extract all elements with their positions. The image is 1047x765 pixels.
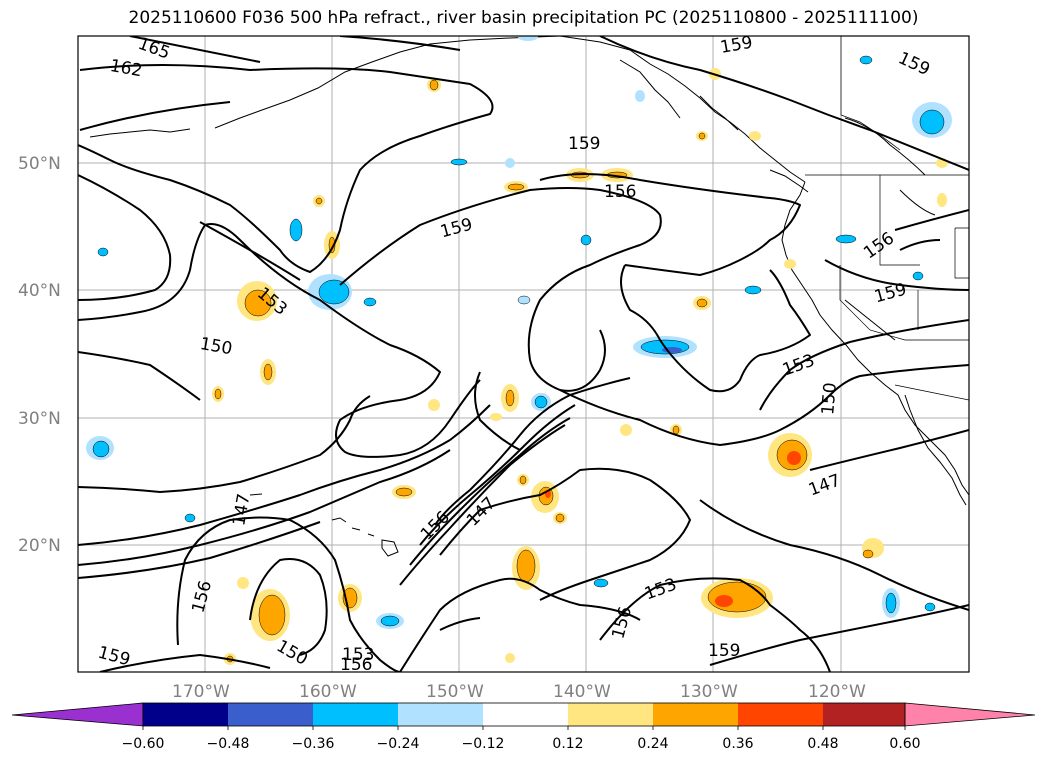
colorbar-tick-label: 0.48 bbox=[807, 736, 838, 752]
colorbar-segment bbox=[313, 703, 398, 726]
longitude-labels: 170°W 160°W 150°W 140°W 130°W 120°W bbox=[172, 682, 866, 702]
contour-label: 153 bbox=[342, 645, 374, 665]
colorbar-segment bbox=[228, 703, 313, 726]
contour-label: 159 bbox=[568, 134, 600, 154]
colorbar-tick-label: 0.24 bbox=[637, 736, 668, 752]
contour-label: 156 bbox=[604, 182, 636, 202]
colorbar-border bbox=[142, 702, 906, 727]
refractivity-contours bbox=[78, 36, 969, 672]
colorbar-tick-label: −0.36 bbox=[292, 736, 335, 752]
lat-label-20n: 20°N bbox=[18, 536, 61, 556]
colorbar: −0.60 −0.48 −0.36 −0.24 −0.12 0.12 0.24 … bbox=[11, 702, 1036, 752]
lat-label-40n: 40°N bbox=[18, 281, 61, 301]
lon-label-140w: 140°W bbox=[553, 682, 611, 702]
gridlines bbox=[78, 36, 969, 672]
map-title: 2025110600 F036 500 hPa refract., river … bbox=[128, 8, 919, 28]
lat-label-30n: 30°N bbox=[18, 409, 61, 429]
contour-label: 159 bbox=[708, 641, 740, 661]
colorbar-extend-low bbox=[11, 702, 144, 727]
precip-shading bbox=[86, 36, 952, 665]
map-border bbox=[77, 35, 970, 673]
contour-label: 156 bbox=[340, 655, 372, 675]
lon-label-160w: 160°W bbox=[299, 682, 357, 702]
colorbar-segment bbox=[823, 703, 905, 726]
river-thin-contours bbox=[844, 117, 936, 341]
colorbar-tick-label: −0.12 bbox=[462, 736, 505, 752]
coastline bbox=[89, 36, 969, 557]
colorbar-segment bbox=[398, 703, 483, 726]
colorbar-tick-label: 0.60 bbox=[889, 736, 920, 752]
colorbar-segment bbox=[143, 703, 228, 726]
latitude-labels: 50°N 40°N 30°N 20°N bbox=[18, 154, 61, 556]
lat-label-50n: 50°N bbox=[18, 154, 61, 174]
colorbar-extend-high bbox=[904, 702, 1036, 727]
colorbar-tick-label: −0.60 bbox=[122, 736, 165, 752]
lon-label-130w: 130°W bbox=[680, 682, 738, 702]
lon-label-150w: 150°W bbox=[426, 682, 484, 702]
colorbar-tick-label: −0.24 bbox=[377, 736, 420, 752]
colorbar-segment bbox=[568, 703, 653, 726]
lon-label-120w: 120°W bbox=[808, 682, 866, 702]
contour-labels: 165 162 159 159 159 156 159 156 159 153 … bbox=[96, 33, 933, 675]
colorbar-tick-label: 0.36 bbox=[722, 736, 753, 752]
lon-label-170w: 170°W bbox=[172, 682, 230, 702]
colorbar-tick-label: −0.48 bbox=[207, 736, 250, 752]
colorbar-segment bbox=[653, 703, 738, 726]
colorbar-segment bbox=[738, 703, 823, 726]
contour-label: 150 bbox=[818, 382, 841, 416]
colorbar-segment bbox=[483, 703, 568, 726]
borders bbox=[805, 36, 969, 401]
colorbar-tick-label: 0.12 bbox=[552, 736, 583, 752]
